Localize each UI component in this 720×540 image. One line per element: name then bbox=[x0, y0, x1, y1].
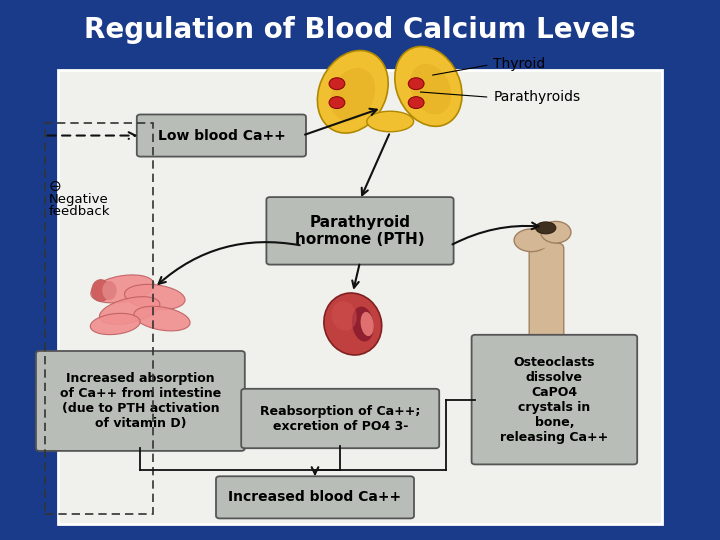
Text: feedback: feedback bbox=[49, 205, 110, 218]
Ellipse shape bbox=[541, 221, 571, 243]
Text: Increased blood Ca++: Increased blood Ca++ bbox=[228, 490, 402, 504]
Text: Reabsorption of Ca++;
excretion of PO4 3-: Reabsorption of Ca++; excretion of PO4 3… bbox=[260, 404, 420, 433]
Circle shape bbox=[329, 78, 345, 90]
FancyBboxPatch shape bbox=[36, 351, 245, 451]
Text: Osteoclasts
dissolve
CaPO4
crystals in
bone,
releasing Ca++: Osteoclasts dissolve CaPO4 crystals in b… bbox=[500, 356, 608, 443]
Ellipse shape bbox=[536, 222, 556, 234]
FancyBboxPatch shape bbox=[137, 114, 306, 157]
Ellipse shape bbox=[395, 46, 462, 126]
Ellipse shape bbox=[514, 229, 549, 252]
Text: Increased absorption
of Ca++ from intestine
(due to PTH activation
of vitamin D): Increased absorption of Ca++ from intest… bbox=[60, 372, 221, 430]
Ellipse shape bbox=[102, 281, 117, 300]
Text: Regulation of Blood Calcium Levels: Regulation of Blood Calcium Levels bbox=[84, 16, 636, 44]
Ellipse shape bbox=[134, 306, 190, 331]
Circle shape bbox=[329, 97, 345, 109]
Ellipse shape bbox=[331, 301, 357, 330]
FancyBboxPatch shape bbox=[241, 389, 439, 448]
Ellipse shape bbox=[352, 307, 374, 341]
Circle shape bbox=[408, 97, 424, 109]
Ellipse shape bbox=[324, 293, 382, 355]
Ellipse shape bbox=[91, 275, 154, 303]
Ellipse shape bbox=[410, 64, 451, 114]
Ellipse shape bbox=[318, 51, 388, 133]
FancyBboxPatch shape bbox=[216, 476, 414, 518]
Ellipse shape bbox=[546, 354, 570, 367]
Ellipse shape bbox=[367, 111, 413, 132]
Text: Thyroid: Thyroid bbox=[493, 57, 546, 71]
Text: Negative: Negative bbox=[49, 193, 109, 206]
Ellipse shape bbox=[361, 312, 374, 336]
Text: Low blood Ca++: Low blood Ca++ bbox=[158, 129, 285, 143]
Circle shape bbox=[408, 78, 424, 90]
FancyBboxPatch shape bbox=[472, 335, 637, 464]
Text: Parathyroids: Parathyroids bbox=[493, 90, 580, 104]
Ellipse shape bbox=[527, 354, 550, 367]
Ellipse shape bbox=[125, 285, 185, 309]
Ellipse shape bbox=[330, 68, 375, 121]
Text: ⊖: ⊖ bbox=[49, 179, 62, 194]
FancyBboxPatch shape bbox=[266, 197, 454, 265]
Ellipse shape bbox=[526, 230, 562, 249]
FancyBboxPatch shape bbox=[529, 243, 564, 362]
Text: Parathyroid
hormone (PTH): Parathyroid hormone (PTH) bbox=[295, 215, 425, 247]
Ellipse shape bbox=[92, 280, 110, 301]
Ellipse shape bbox=[99, 296, 160, 325]
Ellipse shape bbox=[90, 313, 140, 335]
